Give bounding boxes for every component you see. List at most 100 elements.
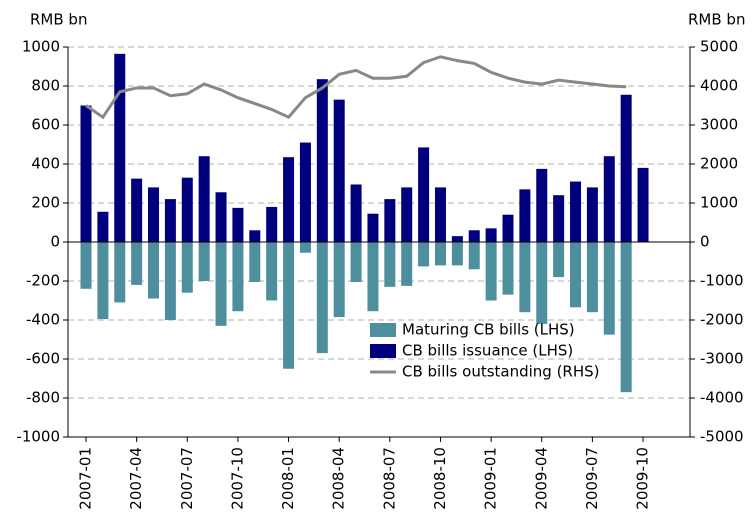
x-tick-label: 2009-10 — [634, 447, 652, 510]
x-tick-label: 2009-01 — [482, 447, 500, 510]
bar — [418, 242, 430, 267]
bar — [131, 242, 143, 285]
x-tick-label: 2007-07 — [178, 447, 196, 510]
bar — [232, 242, 244, 312]
bar — [97, 242, 109, 320]
y-tick-label: 800 — [31, 77, 60, 95]
bar — [553, 242, 565, 278]
bar — [350, 242, 362, 282]
bar — [114, 53, 126, 243]
x-tick-label: 2008-07 — [380, 447, 398, 510]
y2-tick-label: 5000 — [700, 38, 738, 56]
y2-tick-label: -4000 — [700, 389, 744, 407]
y-tick-label: 0 — [50, 233, 60, 251]
y2-tick-label: 1000 — [700, 194, 738, 212]
bar — [249, 242, 261, 282]
bar — [266, 242, 278, 301]
bar — [384, 199, 396, 242]
bar — [485, 242, 497, 301]
bar — [299, 142, 311, 242]
x-tick-label: 2008-01 — [279, 447, 297, 510]
bar — [603, 156, 615, 242]
bar — [367, 242, 379, 312]
x-tick-label: 2007-04 — [127, 447, 145, 510]
y-tick-label: 400 — [31, 155, 60, 173]
y-tick-label: -400 — [26, 311, 60, 329]
bar — [570, 181, 582, 242]
y-tick-label: -200 — [26, 272, 60, 290]
y2-tick-label: 4000 — [700, 77, 738, 95]
y2-tick-label: 0 — [700, 233, 710, 251]
bar — [316, 242, 328, 354]
bar — [502, 214, 514, 242]
legend-label: Maturing CB bills (LHS) — [402, 321, 575, 339]
bar — [434, 242, 446, 266]
x-tick-label: 2008-10 — [431, 447, 449, 510]
bar — [620, 242, 632, 393]
bar — [333, 242, 345, 318]
bar — [418, 147, 430, 242]
bar — [283, 157, 295, 242]
bar — [316, 79, 328, 242]
bar — [367, 213, 379, 242]
bar — [266, 206, 278, 242]
bar — [502, 242, 514, 295]
y2-axis-title: RMB bn — [688, 11, 745, 29]
bar — [451, 242, 463, 266]
bar — [131, 178, 143, 242]
bar — [586, 187, 598, 242]
y-tick-label: -800 — [26, 389, 60, 407]
y-tick-label: 1000 — [22, 38, 60, 56]
y2-tick-label: -2000 — [700, 311, 744, 329]
y2-tick-label: -3000 — [700, 350, 744, 368]
bar — [215, 242, 227, 326]
bar — [164, 199, 176, 242]
y-tick-label: 200 — [31, 194, 60, 212]
legend-label: CB bills outstanding (RHS) — [402, 363, 600, 381]
y-tick-label: -600 — [26, 350, 60, 368]
x-tick-label: 2008-04 — [330, 447, 348, 510]
bar — [198, 242, 210, 281]
bar — [603, 242, 615, 335]
bar — [148, 187, 160, 242]
bar — [586, 242, 598, 313]
bar — [384, 242, 396, 287]
bar — [434, 187, 446, 242]
x-tick-label: 2009-07 — [583, 447, 601, 510]
bar — [333, 99, 345, 243]
bar — [401, 242, 413, 286]
bar — [570, 242, 582, 308]
bar — [468, 242, 480, 270]
bar — [299, 242, 311, 253]
bar — [181, 177, 193, 242]
bar — [97, 211, 109, 242]
bar — [620, 94, 632, 243]
bar — [553, 195, 565, 242]
x-tick-label: 2009-04 — [532, 447, 550, 510]
y-axis-title: RMB bn — [30, 11, 87, 29]
bar — [80, 242, 92, 289]
y2-tick-label: 2000 — [700, 155, 738, 173]
bar — [80, 105, 92, 242]
bar — [485, 228, 497, 242]
bar — [519, 189, 531, 242]
bar — [181, 242, 193, 293]
bar — [198, 156, 210, 242]
bar — [401, 187, 413, 242]
y-tick-label: 600 — [31, 116, 60, 134]
legend-swatch — [370, 344, 396, 358]
y2-tick-label: -5000 — [700, 428, 744, 446]
y2-tick-label: 3000 — [700, 116, 738, 134]
bar — [215, 192, 227, 242]
legend-swatch — [370, 323, 396, 337]
bar — [468, 230, 480, 242]
x-tick-label: 2007-10 — [228, 447, 246, 510]
bar — [536, 242, 548, 324]
line — [85, 55, 627, 120]
bar — [249, 230, 261, 242]
bar — [114, 242, 126, 303]
y-tick-label: -1000 — [16, 428, 60, 446]
bar — [164, 242, 176, 320]
bar — [536, 168, 548, 242]
